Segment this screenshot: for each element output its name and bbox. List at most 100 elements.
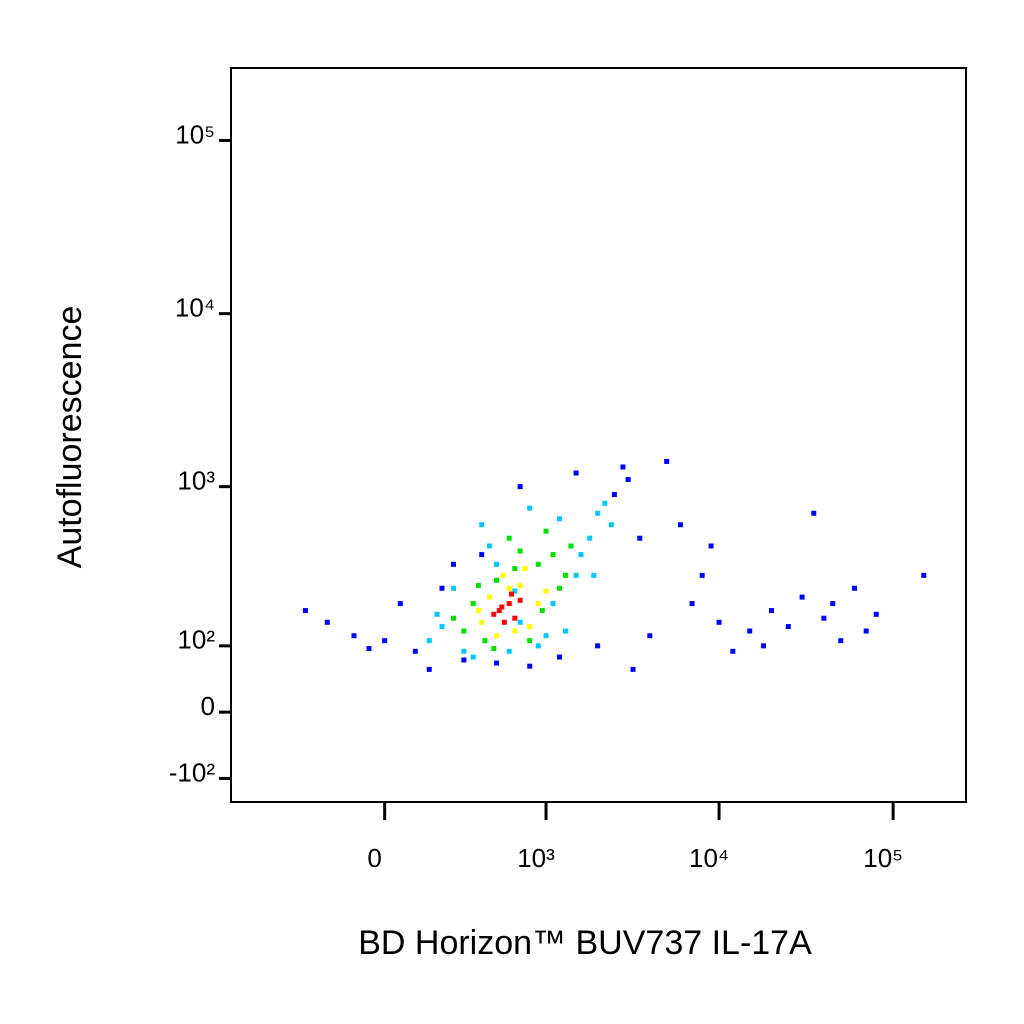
data-point <box>573 470 579 476</box>
data-point <box>450 615 456 621</box>
data-point <box>470 601 476 607</box>
data-point <box>556 654 562 660</box>
data-point <box>562 572 568 578</box>
data-point <box>578 552 584 558</box>
data-point <box>461 628 467 634</box>
data-point <box>512 628 518 634</box>
data-point <box>562 628 568 634</box>
data-point <box>517 583 523 589</box>
data-point <box>830 601 836 607</box>
data-point <box>573 572 579 578</box>
data-point <box>512 615 518 621</box>
data-point <box>450 585 456 591</box>
data-point <box>426 666 432 672</box>
plot-frame <box>230 67 967 803</box>
data-point <box>475 583 481 589</box>
data-point <box>491 646 497 652</box>
data-point <box>517 548 523 554</box>
data-point <box>496 608 502 614</box>
data-point <box>587 535 593 541</box>
data-point <box>366 646 372 652</box>
data-point <box>486 543 492 549</box>
data-point <box>591 572 597 578</box>
data-point <box>522 566 528 572</box>
data-point <box>512 588 518 594</box>
data-point <box>821 615 827 621</box>
data-point <box>611 492 617 498</box>
x-tick-label: 0 <box>367 843 381 873</box>
data-point <box>602 500 608 506</box>
data-point <box>479 552 485 558</box>
x-tick-label: 10³ <box>517 843 555 873</box>
data-point <box>494 633 500 639</box>
data-point <box>768 608 774 614</box>
data-point <box>535 561 541 567</box>
data-point <box>470 654 476 660</box>
data-point <box>556 585 562 591</box>
y-tick-label: 10² <box>177 625 215 655</box>
data-point <box>494 577 500 583</box>
data-point <box>506 535 512 541</box>
data-point <box>620 464 626 470</box>
data-point <box>543 528 549 534</box>
data-point <box>543 633 549 639</box>
data-point <box>595 510 601 516</box>
data-point <box>539 608 545 614</box>
data-point <box>608 522 614 528</box>
data-point <box>747 628 753 634</box>
data-point <box>716 619 722 625</box>
data-point <box>625 477 631 483</box>
data-point <box>506 648 512 654</box>
y-tick-label: 0 <box>201 691 215 721</box>
data-point <box>568 543 574 549</box>
data-point <box>426 638 432 644</box>
data-point <box>506 601 512 607</box>
data-point <box>506 585 512 591</box>
y-tick-label: 10³ <box>177 466 215 496</box>
y-tick-label: 10⁵ <box>175 119 215 149</box>
data-point <box>397 601 403 607</box>
data-point <box>517 597 523 603</box>
data-point <box>664 458 670 464</box>
data-point <box>382 638 388 644</box>
data-point <box>811 510 817 516</box>
data-point <box>508 591 514 597</box>
data-point <box>479 522 485 528</box>
plot-marks <box>302 458 927 672</box>
data-point <box>852 585 858 591</box>
data-point <box>501 619 507 625</box>
data-point <box>637 535 643 541</box>
data-point <box>708 543 714 549</box>
data-point <box>543 588 549 594</box>
data-point <box>689 601 695 607</box>
data-point <box>412 648 418 654</box>
data-point <box>595 643 601 649</box>
data-point <box>351 633 357 639</box>
data-point <box>450 561 456 567</box>
data-point <box>647 633 653 639</box>
data-point <box>494 561 500 567</box>
data-point <box>535 601 541 607</box>
data-point <box>324 619 330 625</box>
data-point <box>760 643 766 649</box>
data-point <box>799 594 805 600</box>
data-point <box>550 601 556 607</box>
data-point <box>475 608 481 614</box>
y-tick-label: 10⁴ <box>175 293 215 323</box>
data-point <box>873 611 879 617</box>
data-point <box>479 619 485 625</box>
data-point <box>863 628 869 634</box>
data-point <box>677 522 683 528</box>
data-point <box>461 648 467 654</box>
data-point <box>434 611 440 617</box>
data-point <box>482 638 488 644</box>
data-point <box>439 585 445 591</box>
data-point <box>461 657 467 663</box>
data-point <box>500 572 506 578</box>
x-axis-title: BD Horizon™ BUV737 IL-17A <box>358 924 812 962</box>
data-point <box>527 663 533 669</box>
y-axis-title: Autofluorescence <box>51 306 89 569</box>
data-point <box>699 572 705 578</box>
